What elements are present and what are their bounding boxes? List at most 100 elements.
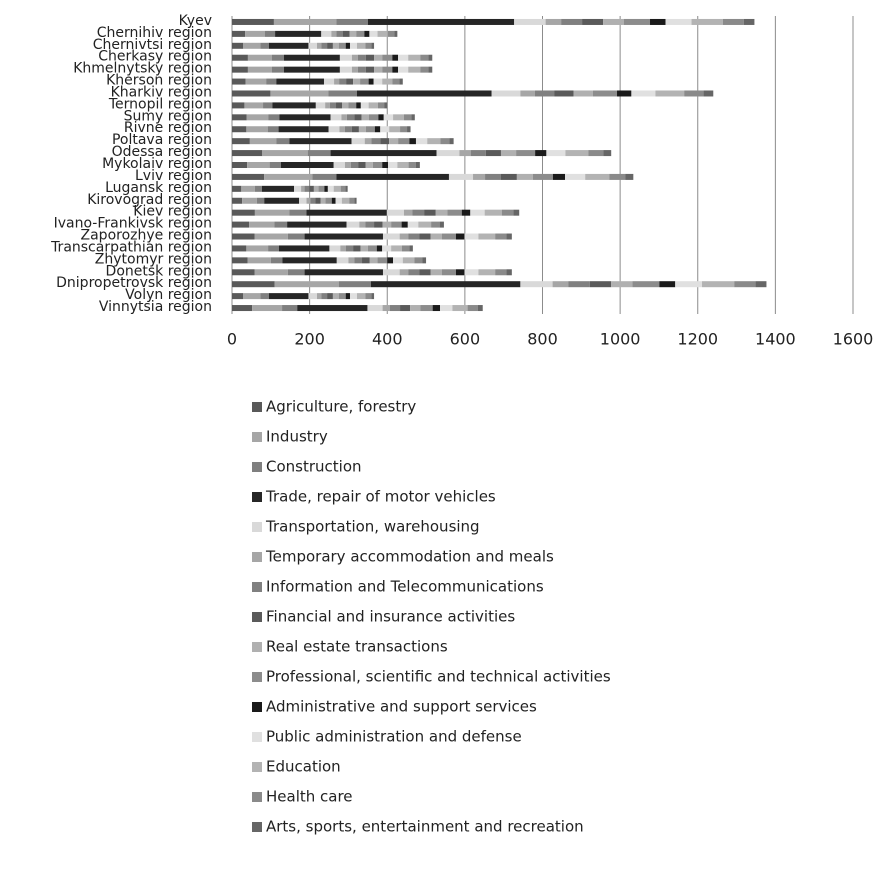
bar-segment (315, 197, 321, 204)
bar-segment (339, 78, 347, 85)
bar-segment (246, 245, 269, 252)
bar-segment (304, 233, 383, 240)
bar-segment (336, 257, 349, 264)
bar-segment (327, 293, 333, 300)
bar-segment (408, 162, 416, 168)
bar-segment (364, 138, 372, 145)
bar-segment (334, 78, 340, 85)
legend-label: Industry (266, 428, 328, 446)
bar-segment (401, 221, 408, 228)
bar-segment (545, 18, 562, 25)
bar-segment (412, 209, 425, 216)
bar-segment (464, 269, 479, 276)
legend-label: Temporary accommodation and meals (265, 548, 554, 566)
bar-segment (399, 269, 409, 276)
bar-segment (333, 162, 345, 168)
bar-segment (617, 90, 632, 97)
bar-segment (430, 269, 442, 276)
bar-segment (254, 185, 262, 192)
bar-segment (419, 233, 431, 240)
legend-swatch (252, 642, 262, 652)
bar-segment (345, 245, 354, 252)
y-tick-label: Odessa region (112, 144, 212, 160)
bar-segment (382, 54, 393, 61)
bar-segment (461, 209, 471, 216)
bar-segment (420, 66, 429, 73)
legend-label: Agriculture, forestry (266, 398, 416, 416)
bar-segment (232, 185, 242, 192)
y-tick-label: Mykolaiv region (102, 156, 212, 172)
bar-segment (284, 66, 340, 73)
bar-segment (464, 233, 479, 240)
bar-segment (659, 281, 676, 288)
bar-segment (232, 221, 250, 228)
bar-segment (232, 66, 248, 73)
bar-segment (241, 185, 255, 192)
bar-segment (315, 102, 326, 109)
bar-segment (358, 126, 366, 133)
x-tick-label: 400 (372, 330, 403, 349)
bar-segment (338, 42, 346, 49)
y-tick-label: Rivne region (124, 120, 212, 136)
bar-segment (364, 30, 370, 37)
bar-segment (270, 90, 329, 97)
bar-segment (387, 257, 394, 264)
bar-segment (276, 138, 290, 145)
bar-segment (561, 18, 583, 25)
bar-segment (419, 269, 431, 276)
y-tick-label: Kiev region (133, 204, 212, 220)
bar-segment (271, 54, 285, 61)
bar-segment (331, 30, 337, 37)
bar-segment (357, 54, 366, 61)
y-tick-label: Lugansk region (105, 180, 212, 196)
bar-segment (414, 257, 423, 264)
bar-segment (473, 173, 486, 180)
bar-segment (243, 293, 261, 300)
bar-segment (330, 114, 342, 121)
legend-label: Trade, repair of motor vehicles (265, 488, 496, 506)
bar-segment (246, 126, 268, 133)
bar-segment (349, 42, 357, 49)
legend-label: Education (266, 758, 341, 776)
bar-segment (232, 150, 263, 157)
bar-segment (365, 221, 375, 228)
bar-segment (398, 54, 409, 61)
bar-segment (432, 305, 441, 312)
bar-segment (256, 197, 265, 204)
legend-swatch (252, 672, 262, 682)
y-tick-label: Chernivtsi region (93, 37, 212, 53)
bar-segment (278, 126, 329, 133)
bar-segment (289, 138, 352, 145)
bar-segment (328, 126, 340, 133)
bar-segment (408, 66, 421, 73)
bar-segment (275, 30, 322, 37)
bar-segment (346, 78, 354, 85)
y-tick-label: Kirovograd region (87, 192, 212, 208)
bar-segment (356, 90, 492, 97)
bar-segment (592, 90, 618, 97)
bar-segment (382, 245, 392, 252)
bar-segment (304, 185, 310, 192)
bar-segment (552, 173, 566, 180)
bar-segment (318, 185, 325, 192)
bar-segment (339, 126, 345, 133)
bar-segment (376, 245, 383, 252)
y-tick-label: Khmelnytsky region (73, 61, 212, 77)
bar-segment (333, 185, 341, 192)
bar-segment (312, 173, 337, 180)
bar-segment (327, 42, 333, 49)
y-tick-label: Ternopil region (108, 96, 212, 112)
bar-segment (244, 102, 264, 109)
bar-segment (336, 18, 368, 25)
bar-segment (506, 233, 512, 240)
bar-segment (280, 162, 334, 168)
bar-segment (343, 30, 350, 37)
bar-segment (371, 138, 381, 145)
bar-segment (279, 114, 331, 121)
legend-label: Professional, scientific and technical a… (266, 668, 611, 686)
bar-segment (264, 30, 276, 37)
bar-segment (321, 30, 332, 37)
bar-segment (393, 114, 404, 121)
bar-segment (400, 126, 408, 133)
bar-segment (340, 245, 346, 252)
